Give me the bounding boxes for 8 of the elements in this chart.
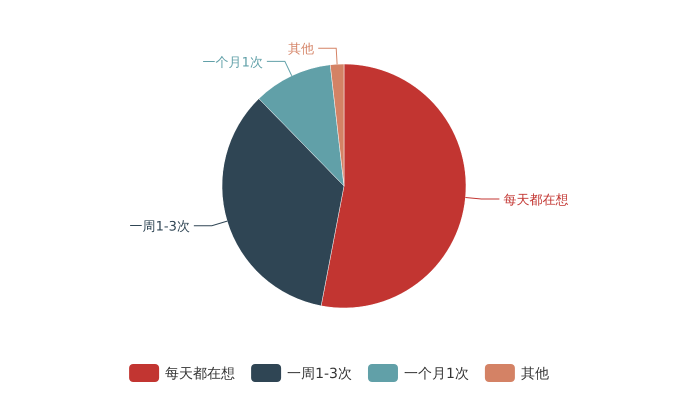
slice-label: 每天都在想 — [503, 192, 568, 208]
legend-label: 其他 — [520, 366, 549, 382]
slice-label: 其他 — [288, 42, 314, 58]
slice-label: 一个月1次 — [202, 55, 263, 70]
legend-label: 每天都在想 — [165, 366, 236, 382]
legend-label: 一个月1次 — [404, 366, 469, 382]
slice-label: 一周1-3次 — [130, 220, 190, 235]
legend-label: 一周1-3次 — [287, 366, 352, 382]
